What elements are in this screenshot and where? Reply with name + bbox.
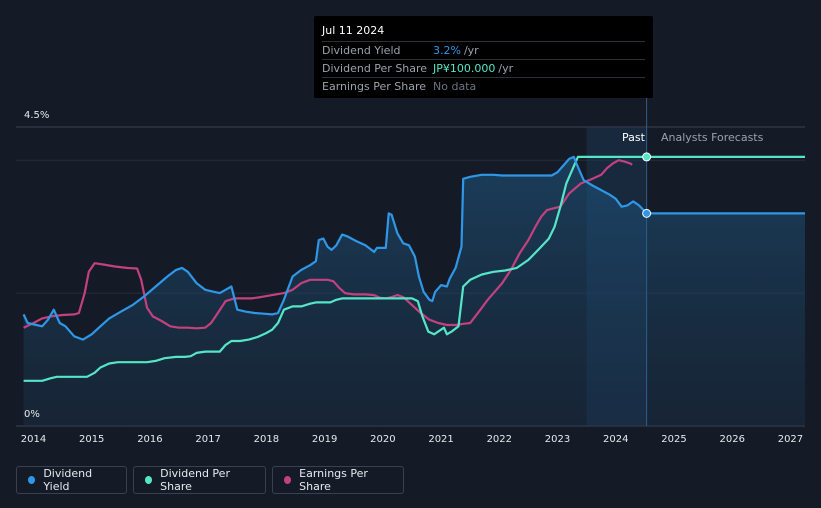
legend-label: Earnings Per Share xyxy=(299,467,368,493)
x-tick-label: 2014 xyxy=(21,434,46,445)
legend-earnings-per-share[interactable]: Earnings Per Share xyxy=(272,466,404,494)
legend-dot-icon xyxy=(28,476,36,484)
tooltip-row-earnings-per-share: Earnings Per Share No data xyxy=(322,77,645,95)
x-tick-label: 2019 xyxy=(312,434,337,445)
earnings-per-share-line xyxy=(23,159,633,330)
tooltip-label: Earnings Per Share xyxy=(322,80,427,93)
x-tick-label: 2015 xyxy=(79,434,104,445)
x-tick-label: 2025 xyxy=(661,434,686,445)
tooltip-row-dividend-yield: Dividend Yield 3.2% /yr xyxy=(322,41,645,59)
tooltip-value: No data xyxy=(433,80,477,93)
y-tick-label-bottom: 0% xyxy=(24,409,40,420)
legend-dot-icon xyxy=(284,476,292,484)
x-tick-label: 2020 xyxy=(370,434,395,445)
x-tick-label: 2024 xyxy=(603,434,628,445)
x-tick-label: 2026 xyxy=(719,434,744,445)
tooltip-date: Jul 11 2024 xyxy=(322,24,385,37)
tooltip-unit: /yr xyxy=(498,62,514,75)
legend-dot-icon xyxy=(145,476,153,484)
tooltip-row-dividend-per-share: Dividend Per Share JP¥100.000 /yr xyxy=(322,59,645,77)
x-tick-label: 2018 xyxy=(254,434,279,445)
dividend-per-share-marker xyxy=(642,152,652,162)
tooltip: Jul 11 2024 Dividend Yield 3.2% /yr Divi… xyxy=(314,16,653,98)
dividend-yield-marker xyxy=(642,208,652,218)
x-tick-label: 2021 xyxy=(428,434,453,445)
x-tick-label: 2016 xyxy=(137,434,162,445)
tooltip-label: Dividend Yield xyxy=(322,44,401,57)
legend-dividend-yield[interactable]: Dividend Yield xyxy=(16,466,127,494)
series-layer xyxy=(22,152,805,382)
tooltip-unit: /yr xyxy=(463,44,479,57)
x-tick-label: 2022 xyxy=(487,434,512,445)
x-tick-label: 2017 xyxy=(195,434,220,445)
tooltip-value: JP¥100.000 xyxy=(433,62,496,75)
legend-dividend-per-share[interactable]: Dividend Per Share xyxy=(133,466,266,494)
dividend-yield-area xyxy=(23,156,806,426)
past-label: Past xyxy=(622,131,645,144)
legend-label: Dividend Per Share xyxy=(160,467,230,493)
legend-label: Dividend Yield xyxy=(43,467,93,493)
tooltip-label: Dividend Per Share xyxy=(322,62,428,75)
y-tick-label-top: 4.5% xyxy=(24,110,49,121)
analysts-forecasts-label: Analysts Forecasts xyxy=(661,131,764,144)
x-axis: 2014 2015 2016 2017 2018 2019 2020 2021 2022 2023… xyxy=(21,434,803,445)
x-tick-label: 2027 xyxy=(778,434,803,445)
tooltip-value: 3.2% xyxy=(433,44,461,57)
dividend-yield-line xyxy=(22,155,648,341)
dividend-per-share-line xyxy=(23,155,647,382)
x-tick-label: 2023 xyxy=(545,434,570,445)
